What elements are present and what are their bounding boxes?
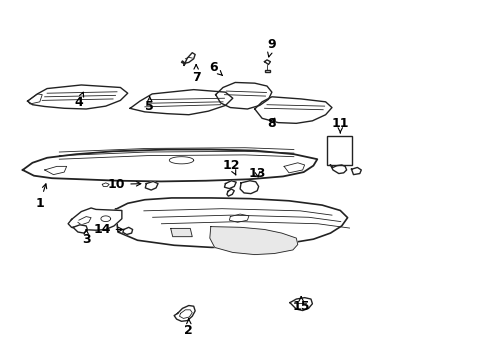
Text: 8: 8 — [268, 117, 276, 130]
Polygon shape — [68, 208, 122, 230]
Polygon shape — [130, 90, 233, 115]
Polygon shape — [27, 85, 128, 109]
Text: 14: 14 — [93, 223, 122, 236]
Polygon shape — [351, 167, 361, 175]
Polygon shape — [123, 227, 133, 234]
Polygon shape — [240, 181, 259, 194]
Polygon shape — [116, 198, 347, 247]
Text: 2: 2 — [184, 319, 193, 337]
Polygon shape — [23, 149, 318, 181]
Polygon shape — [45, 166, 67, 175]
Polygon shape — [331, 165, 346, 174]
Text: 6: 6 — [209, 60, 222, 76]
FancyBboxPatch shape — [327, 135, 352, 165]
Polygon shape — [255, 97, 332, 123]
Polygon shape — [290, 298, 313, 311]
Text: 12: 12 — [222, 159, 240, 175]
Text: 15: 15 — [293, 297, 310, 313]
Text: 10: 10 — [108, 178, 141, 191]
Polygon shape — [171, 228, 192, 237]
Text: 11: 11 — [332, 117, 349, 133]
Text: 13: 13 — [249, 167, 266, 180]
Polygon shape — [146, 181, 158, 190]
Polygon shape — [78, 217, 91, 225]
Text: 9: 9 — [268, 38, 276, 57]
Polygon shape — [216, 82, 272, 109]
Polygon shape — [73, 225, 88, 233]
Text: 3: 3 — [82, 229, 91, 246]
Polygon shape — [265, 60, 270, 64]
Polygon shape — [210, 226, 298, 255]
Polygon shape — [224, 181, 236, 189]
Text: 1: 1 — [35, 184, 47, 210]
Polygon shape — [174, 306, 195, 321]
Text: 5: 5 — [146, 97, 154, 113]
Polygon shape — [181, 53, 195, 65]
Text: 4: 4 — [74, 92, 84, 109]
Text: 7: 7 — [192, 65, 200, 84]
FancyBboxPatch shape — [265, 70, 270, 72]
